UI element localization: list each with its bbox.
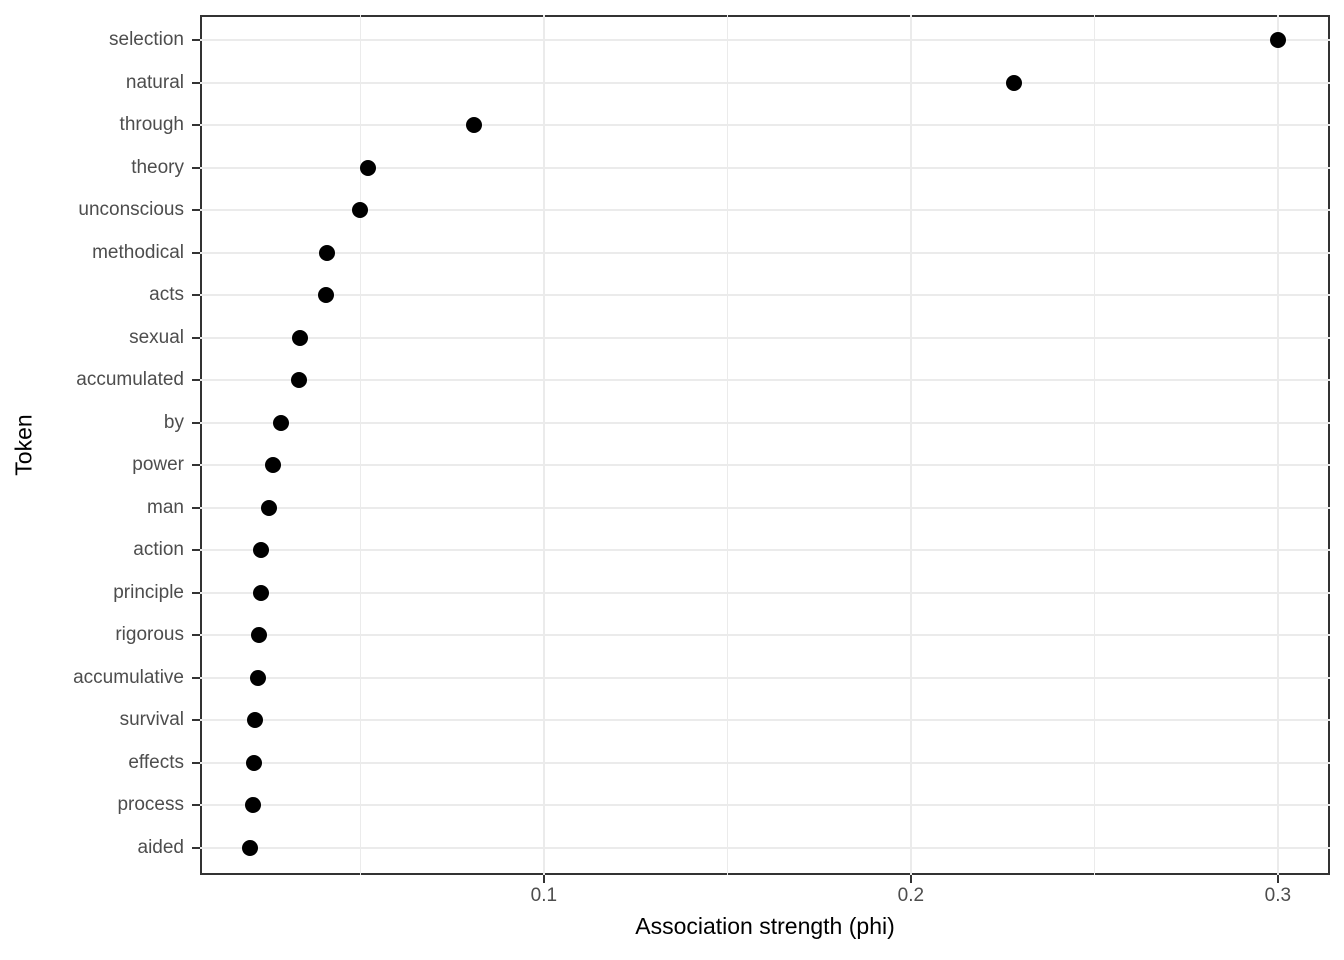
y-tick-label: by <box>163 411 184 433</box>
data-point <box>359 159 376 176</box>
y-major-gridline <box>200 294 1330 296</box>
data-point <box>265 457 282 473</box>
y-tick-label: power <box>132 454 184 475</box>
y-major-gridline <box>200 251 1330 254</box>
y-tick-label: action <box>133 539 184 560</box>
y-axis-tick <box>192 379 200 381</box>
data-point <box>252 584 269 601</box>
x-minor-gridline <box>726 15 729 875</box>
data-point <box>245 797 262 813</box>
y-tick-label: selection <box>109 29 184 50</box>
y-axis-tick <box>192 846 200 849</box>
y-axis-tick <box>192 676 200 679</box>
x-axis-tick <box>1276 875 1279 883</box>
y-tick-label: natural <box>125 71 184 93</box>
x-axis-title: Association strength (phi) <box>635 913 895 939</box>
data-point <box>1005 74 1022 91</box>
y-major-gridline <box>200 379 1330 381</box>
y-major-gridline <box>200 591 1330 594</box>
x-minor-gridline <box>1093 15 1096 875</box>
data-point <box>249 669 266 686</box>
y-axis-tick <box>192 421 200 424</box>
y-tick-label: accumulative <box>73 666 184 688</box>
y-major-gridline <box>200 804 1330 806</box>
y-major-gridline <box>200 166 1330 169</box>
y-major-gridline <box>200 336 1330 339</box>
y-major-gridline <box>200 846 1330 849</box>
data-point <box>319 244 336 261</box>
data-point <box>1269 32 1286 48</box>
y-axis-tick <box>192 464 200 466</box>
x-minor-gridline <box>359 15 362 875</box>
y-major-gridline <box>200 81 1330 84</box>
data-point <box>241 839 258 856</box>
y-axis-tick <box>192 251 200 254</box>
y-tick-label: sexual <box>129 326 184 348</box>
y-axis-tick <box>192 719 200 721</box>
y-tick-label: principle <box>113 581 184 603</box>
y-tick-label: acts <box>149 284 184 305</box>
data-point <box>291 329 308 346</box>
y-axis-tick <box>192 761 200 764</box>
y-major-gridline <box>200 761 1330 764</box>
y-tick-label: through <box>119 114 184 135</box>
x-tick-label: 0.3 <box>1264 885 1292 906</box>
data-point <box>273 414 290 431</box>
y-axis-tick <box>192 634 200 636</box>
data-point <box>253 542 270 558</box>
y-axis-tick <box>192 124 200 126</box>
y-axis-tick <box>192 336 200 339</box>
y-axis-tick <box>192 81 200 84</box>
y-axis-tick <box>192 209 200 211</box>
y-axis-tick <box>192 166 200 169</box>
x-major-gridline <box>542 15 545 875</box>
y-major-gridline <box>200 39 1330 41</box>
y-axis-tick <box>192 506 200 509</box>
x-axis-tick <box>542 875 545 883</box>
data-point <box>317 287 334 303</box>
x-axis-tick <box>909 875 912 883</box>
y-tick-label: theory <box>131 156 184 178</box>
data-point <box>250 627 267 643</box>
y-tick-label: effects <box>128 751 184 773</box>
y-major-gridline <box>200 634 1330 636</box>
y-axis-tick <box>192 804 200 806</box>
y-major-gridline <box>200 676 1330 679</box>
y-tick-label: survival <box>119 709 184 730</box>
y-major-gridline <box>200 421 1330 424</box>
y-tick-label: methodical <box>92 241 184 263</box>
plot-panel <box>200 15 1330 875</box>
y-axis-tick <box>192 549 200 551</box>
data-point <box>247 712 264 728</box>
y-tick-label: rigorous <box>115 624 184 645</box>
y-major-gridline <box>200 719 1330 721</box>
y-axis-tick <box>192 591 200 594</box>
x-major-gridline <box>909 15 912 875</box>
y-axis-tick <box>192 294 200 296</box>
y-major-gridline <box>200 209 1330 211</box>
y-axis-title: Token <box>10 414 37 476</box>
y-major-gridline <box>200 549 1330 551</box>
y-major-gridline <box>200 124 1330 126</box>
data-point <box>352 202 369 218</box>
data-point <box>290 372 307 388</box>
y-tick-label: process <box>117 794 184 815</box>
data-point <box>466 117 483 133</box>
y-tick-label: accumulated <box>76 369 184 390</box>
x-tick-label: 0.2 <box>897 885 925 906</box>
y-tick-label: man <box>147 496 184 518</box>
y-tick-label: aided <box>137 836 185 858</box>
data-point <box>245 754 262 771</box>
y-major-gridline <box>200 464 1330 466</box>
data-point <box>261 499 278 516</box>
y-major-gridline <box>200 506 1330 509</box>
y-axis-tick <box>192 39 200 41</box>
x-tick-label: 0.1 <box>530 885 558 906</box>
x-major-gridline <box>1276 15 1279 875</box>
y-tick-label: unconscious <box>78 199 184 220</box>
